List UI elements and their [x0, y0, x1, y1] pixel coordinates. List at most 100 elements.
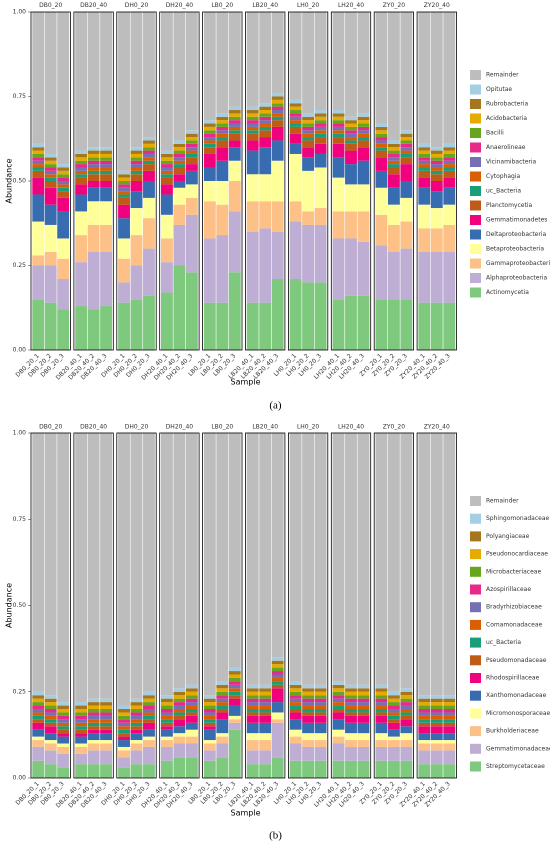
bar-segment [118, 194, 130, 198]
bar-segment [143, 181, 155, 198]
bar-segment [387, 150, 400, 154]
bar-segment [161, 184, 173, 195]
bar-segment [357, 688, 370, 692]
bar-segment [387, 204, 400, 225]
bar-segment [302, 116, 315, 121]
bar-segment [418, 187, 431, 205]
bar-segment [44, 174, 57, 178]
bar-segment [173, 702, 186, 706]
bar-segment [332, 709, 345, 713]
bar-segment [75, 184, 88, 195]
bar-segment [185, 729, 198, 737]
bar-segment [430, 153, 443, 158]
bar-segment [161, 746, 173, 761]
bar-segment [302, 722, 315, 734]
bar-segment [173, 719, 186, 727]
bar-segment [32, 177, 45, 195]
bar-segment [246, 764, 259, 778]
bar-segment [375, 746, 388, 761]
bar-segment [302, 137, 315, 141]
bar-segment [216, 433, 229, 682]
bar-segment [100, 433, 112, 699]
bar-segment [143, 433, 155, 692]
bar-segment [173, 733, 186, 737]
bar-segment [271, 103, 284, 107]
bar-segment [443, 750, 456, 765]
bar-segment [161, 170, 173, 175]
bar-segment [357, 147, 370, 161]
bar-segment [32, 691, 45, 696]
bar-segment [216, 695, 229, 699]
bar-segment [161, 12, 173, 151]
bar-segment [228, 211, 241, 273]
legend-label: uc_Bacteria [486, 639, 521, 646]
bar-segment [375, 702, 388, 706]
bar-segment [87, 750, 100, 765]
bar-segment [87, 164, 100, 168]
bar-segment [314, 712, 327, 716]
bar-segment [57, 164, 70, 168]
legend-swatch [470, 566, 481, 577]
bar-segment [387, 147, 400, 151]
bar-segment [143, 143, 155, 148]
bar-segment [259, 228, 272, 303]
bar-segment [345, 211, 357, 239]
bar-segment [314, 224, 327, 283]
bar-segment [418, 160, 431, 165]
bar-segment [400, 733, 413, 741]
bar-segment [289, 110, 302, 114]
bar-segment [314, 688, 327, 692]
bar-segment [118, 282, 130, 303]
y-tick-label: 0.75 [13, 516, 27, 523]
bar-segment [430, 726, 443, 734]
bar-segment [443, 224, 456, 252]
bar-segment [161, 726, 173, 730]
bar-segment [57, 746, 70, 754]
bar-segment [345, 688, 357, 692]
bar-segment [75, 160, 88, 165]
bar-segment [400, 130, 413, 134]
bar-segment [314, 709, 327, 713]
bar-segment [228, 695, 241, 699]
legend-swatch [470, 584, 481, 595]
bar-segment [143, 150, 155, 154]
bar-segment [246, 150, 259, 175]
bar-segment [87, 309, 100, 350]
bar-segment [430, 164, 443, 168]
bar-segment [332, 743, 345, 761]
bar-segment [400, 740, 413, 747]
legend-swatch [470, 673, 481, 683]
bar-segment [143, 709, 155, 713]
bar-segment [203, 126, 216, 131]
facet-strip [73, 423, 114, 432]
bar-segment [173, 726, 186, 734]
bar-segment [143, 698, 155, 703]
bar-segment [259, 126, 272, 131]
bar-segment [357, 184, 370, 212]
bar-segment [387, 433, 400, 692]
bar-segment [332, 695, 345, 699]
bar-segment [430, 712, 443, 716]
bar-segment [130, 265, 143, 300]
bar-segment [357, 684, 370, 689]
bar-segment [173, 712, 186, 716]
bar-segment [246, 140, 259, 151]
bar-segment [314, 705, 327, 709]
bar-segment [357, 295, 370, 350]
bar-segment [259, 116, 272, 121]
facet-panel [30, 11, 71, 351]
bar-segment [32, 729, 45, 737]
bar-segment [57, 191, 70, 198]
facet-panel [202, 432, 243, 779]
bar-segment [400, 157, 413, 165]
facet-strip [116, 1, 157, 11]
bar-segment [57, 309, 70, 350]
bar-segment [375, 712, 388, 716]
bar-segment [345, 712, 357, 716]
bar-segment [44, 251, 57, 266]
bar-segment [185, 715, 198, 723]
bar-segment [375, 709, 388, 713]
bar-segment [375, 722, 388, 734]
bar-segment [57, 729, 70, 734]
bar-segment [314, 715, 327, 723]
